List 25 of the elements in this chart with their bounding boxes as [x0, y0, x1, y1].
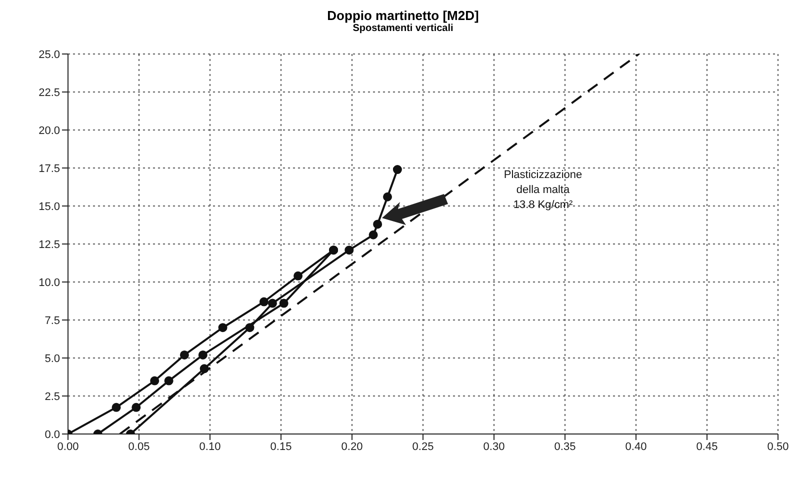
x-tick-label: 0.50 [767, 440, 789, 453]
x-tick-label: 0.20 [341, 440, 363, 453]
y-tick-label: 12.5 [38, 238, 60, 251]
y-tick-label: 5.0 [44, 352, 60, 365]
x-tick-label: 0.10 [199, 440, 221, 453]
x-tick-label: 0.35 [554, 440, 576, 453]
y-tick-label: 2.5 [44, 390, 60, 403]
y-tick-label: 17.5 [38, 162, 60, 175]
chart-title: Doppio martinetto [M2D] [326, 8, 480, 23]
chart-subtitle: Spostamenti verticali [352, 23, 454, 34]
x-tick-label: 0.00 [57, 440, 79, 453]
y-tick-label: 25.0 [38, 48, 60, 61]
x-tick-label: 0.05 [128, 440, 150, 453]
x-tick-label: 0.15 [270, 440, 292, 453]
y-tick-label: 10.0 [38, 276, 60, 289]
y-tick-label: 7.5 [44, 314, 60, 327]
x-tick-label: 0.40 [625, 440, 647, 453]
y-tick-label: 22.5 [38, 86, 60, 99]
y-tick-label: 0.0 [44, 428, 60, 441]
y-tick-label: 20.0 [38, 124, 60, 137]
x-tick-label: 0.30 [483, 440, 505, 453]
x-tick-label: 0.25 [412, 440, 434, 453]
annotation: Plasticizzazione della malta 13.8 Kg/cm² [502, 168, 584, 213]
y-tick-label: 15.0 [38, 200, 60, 213]
x-tick-label: 0.45 [696, 440, 718, 453]
